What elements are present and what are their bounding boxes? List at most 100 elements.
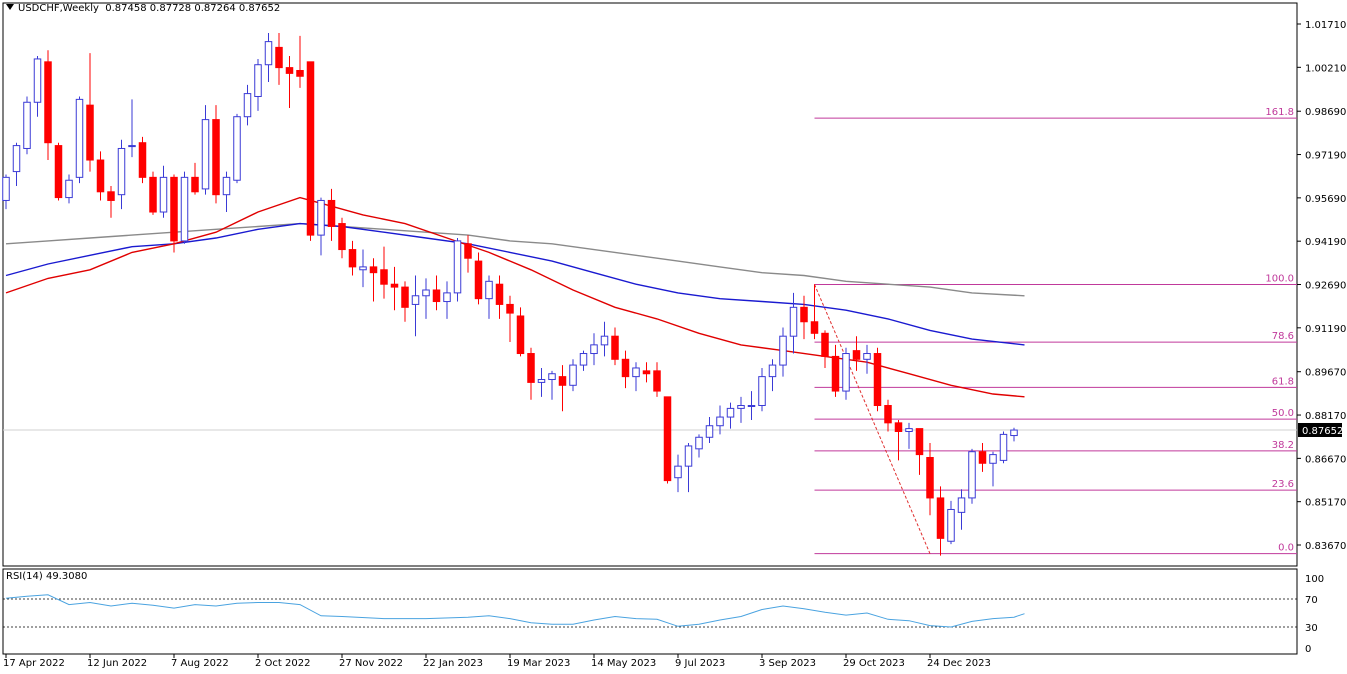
candle-body	[663, 396, 672, 482]
price-tick-label: 0.92690	[1305, 281, 1346, 292]
candle	[506, 295, 514, 342]
price-tick-label: 0.89670	[1305, 368, 1346, 379]
candle-body	[999, 433, 1008, 461]
candle-body	[474, 260, 483, 300]
candle	[44, 50, 52, 161]
menu-triangle-icon[interactable]	[6, 4, 14, 10]
candle-body	[747, 405, 756, 408]
candle-body	[44, 61, 52, 144]
x-tick-label: 22 Jan 2023	[423, 658, 483, 669]
candle	[191, 162, 199, 195]
candle	[33, 56, 42, 117]
candle-body	[695, 436, 703, 450]
x-tick-label: 14 May 2023	[591, 658, 656, 669]
candle	[663, 396, 672, 484]
candle-body	[705, 425, 714, 438]
candle	[464, 235, 472, 273]
price-tick-label: 0.97190	[1305, 151, 1346, 162]
candle-body	[453, 240, 462, 294]
candle	[1010, 427, 1018, 442]
candle-body	[831, 355, 840, 392]
candle-body	[380, 269, 388, 285]
candle	[569, 359, 577, 392]
candle	[180, 171, 189, 244]
candle-body	[390, 283, 399, 288]
candle-body	[23, 101, 31, 149]
candle	[800, 295, 808, 340]
candle-body	[506, 303, 514, 314]
candle	[485, 275, 493, 319]
candle-body	[579, 353, 588, 366]
sma-fast-line	[5, 196, 1025, 398]
candle-body	[411, 295, 420, 305]
candle	[107, 186, 115, 218]
candle-body	[170, 176, 178, 242]
candle-body	[957, 497, 966, 513]
candle-body	[537, 379, 546, 383]
candle	[243, 84, 252, 126]
rsi-header: RSI(14) 49.3080	[6, 571, 88, 582]
candle-body	[264, 41, 273, 66]
candle-body	[1010, 429, 1018, 437]
candle	[548, 370, 556, 400]
candle-body	[495, 283, 504, 305]
fib-level-label: 23.6	[1272, 479, 1294, 490]
candle	[705, 417, 714, 444]
candle-body	[65, 179, 73, 199]
candle-body	[569, 364, 577, 386]
price-tick-label: 0.85170	[1305, 498, 1346, 509]
price-tick-label: 1.00210	[1305, 63, 1346, 74]
candle-body	[590, 344, 598, 355]
candle	[558, 365, 567, 412]
candle-body	[884, 405, 892, 424]
candle	[768, 359, 777, 392]
candle-body	[180, 176, 189, 242]
candle	[75, 96, 84, 184]
price-tick-label: 0.95690	[1305, 194, 1346, 205]
candle-body	[285, 67, 294, 74]
candle	[317, 197, 325, 256]
fib-trend-line	[814, 284, 931, 554]
candle-body	[873, 353, 882, 407]
candle-body	[726, 407, 735, 418]
candle-body	[485, 280, 493, 300]
candle-body	[212, 119, 220, 196]
candle	[411, 275, 420, 337]
candle-body	[863, 353, 871, 360]
candle-body	[464, 243, 472, 259]
candle-body	[915, 428, 924, 456]
fib-level-label: 161.8	[1265, 107, 1294, 118]
candle	[222, 171, 231, 213]
price-tick-label: 0.98690	[1305, 107, 1346, 118]
candle-body	[128, 145, 136, 148]
candle	[894, 419, 903, 461]
candle-body	[443, 292, 451, 303]
fib-level-label: 78.6	[1272, 331, 1294, 342]
candle	[779, 327, 787, 377]
candle	[96, 151, 105, 201]
fib-level-label: 0.0	[1278, 543, 1294, 554]
candle-body	[96, 159, 105, 193]
candle-body	[653, 370, 661, 392]
candle	[380, 246, 388, 299]
candle-body	[674, 465, 682, 479]
candle	[170, 174, 178, 253]
candle-body	[684, 445, 693, 467]
candle-body	[642, 370, 651, 375]
candle-body	[716, 416, 724, 427]
fib-level-label: 50.0	[1272, 408, 1294, 419]
candle	[233, 113, 241, 184]
candle	[915, 428, 924, 475]
candle	[611, 327, 619, 366]
candle	[758, 367, 766, 412]
candle	[852, 336, 861, 371]
x-tick-label: 24 Dec 2023	[927, 658, 991, 669]
candle	[947, 500, 955, 545]
candle	[432, 275, 441, 311]
x-tick-label: 3 Sep 2023	[759, 658, 816, 669]
candle	[453, 238, 462, 302]
candle-body	[117, 147, 126, 196]
candle-body	[621, 358, 630, 378]
chart-symbol: USDCHF,Weekly	[18, 3, 99, 14]
